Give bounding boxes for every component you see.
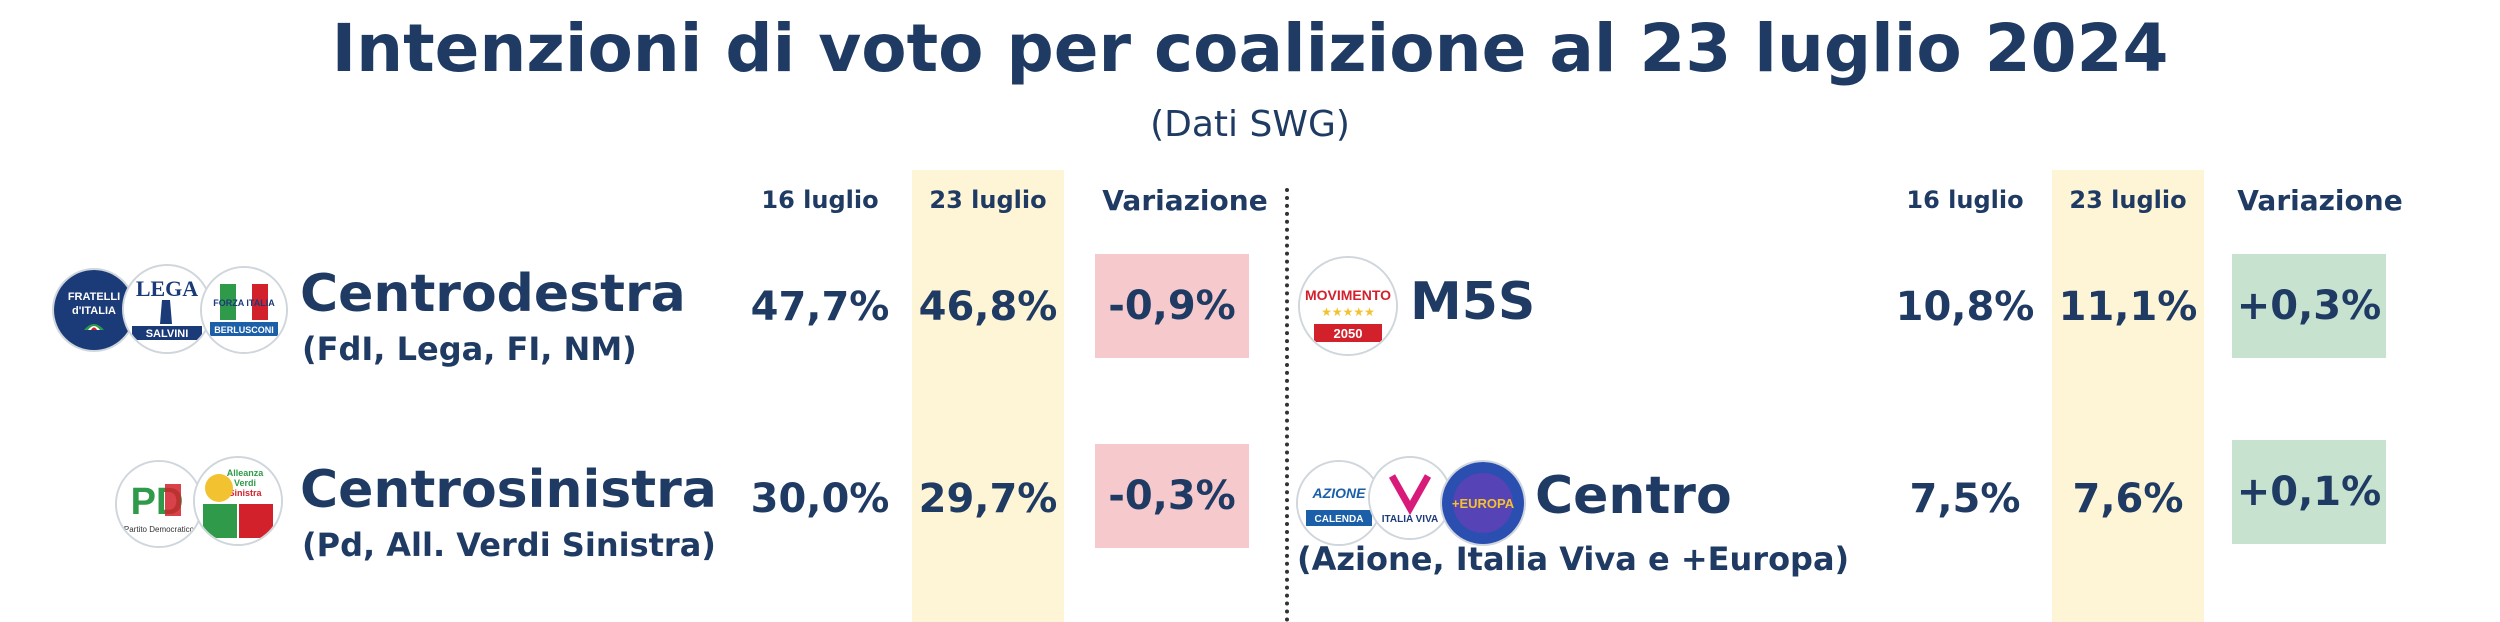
svg-text:★★★★★: ★★★★★ [1321,305,1375,319]
svg-text:Alleanza: Alleanza [227,468,265,478]
svg-text:CALENDA: CALENDA [1315,514,1364,525]
coalition-name-centro: Centro [1535,466,1732,526]
highlight-column-left [912,170,1064,622]
change-badge-centrodestra: -0,9% [1095,254,1249,358]
value-23-centrodestra: 46,8% [918,284,1058,330]
svg-text:Partito Democratico: Partito Democratico [124,525,195,534]
change-badge-m5s: +0,3% [2232,254,2386,358]
svg-text:d'ITALIA: d'ITALIA [72,305,116,317]
svg-text:ITALIA VIVA: ITALIA VIVA [1382,514,1438,525]
coalition-detail-centrodestra: (FdI, Lega, FI, NM) [302,330,637,368]
logos-centrodestra: FRATELLI d'ITALIA LEGA SALVINI FORZA ITA… [52,264,288,354]
page-title: Intenzioni di voto per coalizione al 23 … [331,10,2169,87]
svg-text:SALVINI: SALVINI [146,328,189,340]
svg-text:Sinistra: Sinistra [228,488,262,498]
logos-centro: AZIONE CALENDA ITALIA VIVA +EUROPA [1296,456,1526,546]
forza-italia-logo-icon: FORZA ITALIA BERLUSCONI [200,266,288,354]
value-23-m5s: 11,1% [2058,284,2198,330]
svg-text:FRATELLI: FRATELLI [68,291,120,303]
pd-logo-icon: PD Partito Democratico [115,460,203,548]
header-variazione-right: Variazione [2237,184,2403,217]
value-23-centrosinistra: 29,7% [918,476,1058,522]
coalition-name-centrodestra: Centrodestra [300,264,686,324]
value-16-centro: 7,5% [1909,476,2021,522]
value-16-m5s: 10,8% [1895,284,2035,330]
highlight-column-right [2052,170,2204,622]
header-16-luglio-right: 16 luglio [1906,186,2024,214]
svg-text:LEGA: LEGA [136,276,198,301]
change-badge-centrosinistra: -0,3% [1095,444,1249,548]
page-subtitle: (Dati SWG) [1150,104,1350,145]
piu-europa-logo-icon: +EUROPA [1440,460,1526,546]
svg-text:Verdi: Verdi [234,478,256,488]
header-16-luglio-left: 16 luglio [761,186,879,214]
azione-logo-icon: AZIONE CALENDA [1296,460,1382,546]
value-16-centrodestra: 47,7% [750,284,890,330]
header-23-luglio-right: 23 luglio [2069,186,2187,214]
m5s-logo-icon: MOVIMENTO ★★★★★ 2050 [1298,256,1398,356]
coalition-detail-centrosinistra: (Pd, All. Verdi Sinistra) [302,526,716,564]
coalition-name-m5s: M5S [1410,272,1536,332]
fdi-logo-icon: FRATELLI d'ITALIA [52,268,136,352]
svg-text:AZIONE: AZIONE [1312,485,1367,501]
avs-logo-icon: Alleanza Verdi Sinistra [193,456,283,546]
svg-text:MOVIMENTO: MOVIMENTO [1305,287,1391,303]
value-16-centrosinistra: 30,0% [750,476,890,522]
change-badge-centro: +0,1% [2232,440,2386,544]
svg-text:+EUROPA: +EUROPA [1452,496,1515,511]
value-23-centro: 7,6% [2072,476,2184,522]
coalition-detail-centro: (Azione, Italia Viva e +Europa) [1297,540,1850,578]
coalition-name-centrosinistra: Centrosinistra [300,460,717,520]
italia-viva-logo-icon: ITALIA VIVA [1368,456,1452,540]
svg-text:2050: 2050 [1334,326,1363,341]
header-23-luglio-left: 23 luglio [929,186,1047,214]
svg-text:FORZA ITALIA: FORZA ITALIA [213,298,275,308]
logos-centrosinistra: PD Partito Democratico Alleanza Verdi Si… [115,456,283,548]
header-variazione-left: Variazione [1102,184,1268,217]
lega-logo-icon: LEGA SALVINI [122,264,212,354]
svg-text:BERLUSCONI: BERLUSCONI [214,325,274,335]
section-divider [1285,188,1289,622]
